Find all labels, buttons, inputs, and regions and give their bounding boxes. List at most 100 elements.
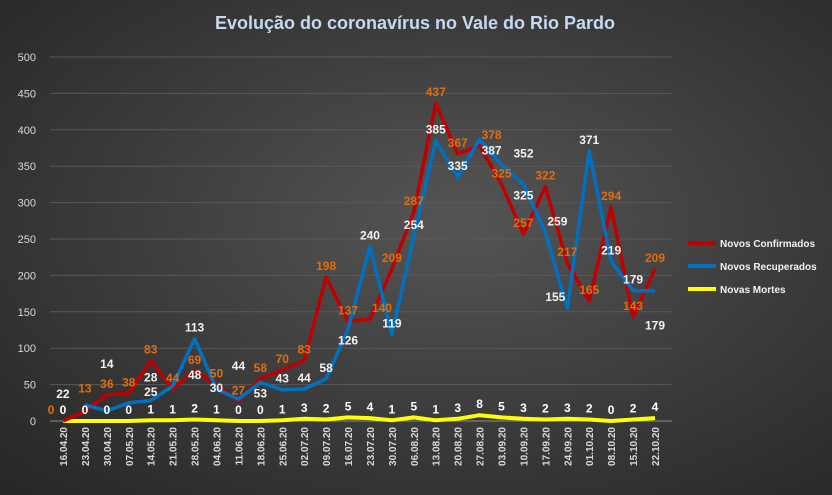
data-label: 143 bbox=[623, 299, 643, 313]
data-label: 322 bbox=[535, 169, 555, 183]
x-tick-label: 02.07.20 bbox=[300, 427, 311, 466]
data-label: 58 bbox=[254, 361, 268, 375]
legend-label: Novos Recuperados bbox=[720, 262, 817, 273]
data-label: 287 bbox=[404, 194, 424, 208]
x-tick-label: 01.10.20 bbox=[585, 427, 596, 466]
data-label: 44 bbox=[166, 371, 180, 385]
y-tick-label: 500 bbox=[18, 52, 36, 64]
data-label: 257 bbox=[513, 216, 533, 230]
data-label: 219 bbox=[601, 244, 621, 258]
data-label: 1 bbox=[169, 402, 176, 416]
x-tick-label: 30.07.20 bbox=[388, 427, 399, 466]
data-label: 209 bbox=[382, 251, 402, 265]
chart-title: Evolução do coronavírus no Vale do Rio P… bbox=[215, 13, 615, 33]
data-label: 3 bbox=[454, 401, 461, 415]
x-tick-label: 08.10.20 bbox=[607, 427, 618, 466]
y-tick-label: 250 bbox=[18, 234, 36, 246]
y-tick-label: 200 bbox=[18, 270, 36, 282]
data-label: 367 bbox=[448, 136, 468, 150]
x-tick-label: 18.06.20 bbox=[256, 427, 267, 466]
data-label: 2 bbox=[586, 402, 593, 416]
data-label: 385 bbox=[426, 123, 446, 137]
x-tick-label: 28.05.20 bbox=[191, 427, 202, 466]
data-label: 0 bbox=[82, 403, 89, 417]
data-label: 155 bbox=[545, 290, 565, 304]
data-label: 1 bbox=[279, 402, 286, 416]
data-label: 28 bbox=[144, 371, 158, 385]
y-tick-label: 0 bbox=[30, 416, 36, 428]
data-label: 140 bbox=[372, 301, 392, 315]
data-label: 5 bbox=[410, 399, 417, 413]
x-tick-label: 22.10.20 bbox=[651, 427, 662, 466]
x-tick-label: 27.08.20 bbox=[476, 427, 487, 466]
data-label: 0 bbox=[257, 403, 264, 417]
series-line-0 bbox=[62, 101, 657, 423]
series-lines bbox=[62, 101, 657, 423]
data-label: 44 bbox=[298, 371, 312, 385]
legend-label: Novos Confirmados bbox=[720, 239, 815, 250]
x-tick-label: 03.09.20 bbox=[498, 427, 509, 466]
data-label: 4 bbox=[367, 400, 374, 414]
x-tick-label: 13.08.20 bbox=[432, 427, 443, 466]
data-label: 137 bbox=[338, 303, 358, 317]
x-tick-label: 07.05.20 bbox=[125, 427, 136, 466]
data-label: 198 bbox=[316, 259, 336, 273]
data-label: 69 bbox=[188, 353, 202, 367]
x-tick-label: 23.04.20 bbox=[81, 427, 92, 466]
y-axis: 0 50 100 150 200 250 300 350 400 450 500 bbox=[18, 52, 36, 428]
data-label: 3 bbox=[564, 401, 571, 415]
series-line-2 bbox=[63, 413, 656, 423]
x-tick-label: 23.07.20 bbox=[366, 427, 377, 466]
data-label: 58 bbox=[319, 361, 333, 375]
data-label: 387 bbox=[482, 143, 502, 157]
data-label: 259 bbox=[547, 214, 567, 228]
x-tick-label: 24.09.20 bbox=[563, 427, 574, 466]
data-label: 83 bbox=[298, 343, 312, 357]
data-label: 4 bbox=[652, 400, 659, 414]
x-tick-label: 21.05.20 bbox=[169, 427, 180, 466]
x-tick-label: 09.07.20 bbox=[322, 427, 333, 466]
data-label: 43 bbox=[276, 372, 290, 386]
data-label: 36 bbox=[100, 377, 114, 391]
x-tick-label: 11.06.20 bbox=[234, 427, 245, 466]
x-tick-label: 10.09.20 bbox=[519, 427, 530, 466]
data-label: 70 bbox=[276, 352, 290, 366]
x-tick-label: 16.07.20 bbox=[344, 427, 355, 466]
data-label: 53 bbox=[254, 386, 268, 400]
x-tick-label: 06.08.20 bbox=[410, 427, 421, 466]
data-label: 325 bbox=[513, 188, 533, 202]
series-line-1 bbox=[84, 137, 655, 413]
data-label: 25 bbox=[144, 385, 158, 399]
data-label: 8 bbox=[476, 397, 483, 411]
data-label: 179 bbox=[645, 319, 665, 333]
data-label: 119 bbox=[382, 316, 402, 330]
x-tick-label: 17.09.20 bbox=[541, 427, 552, 466]
data-label: 2 bbox=[630, 402, 637, 416]
data-label: 3 bbox=[301, 401, 308, 415]
data-label: 50 bbox=[210, 367, 224, 381]
data-label: 325 bbox=[492, 166, 512, 180]
x-axis: 16.04.20 23.04.20 30.04.20 07.05.20 14.05.20… bbox=[59, 427, 662, 466]
data-label: 27 bbox=[232, 383, 246, 397]
data-label: 44 bbox=[232, 359, 246, 373]
data-label: 14 bbox=[100, 357, 114, 371]
data-label: 335 bbox=[448, 159, 468, 173]
x-tick-label: 20.08.20 bbox=[454, 427, 465, 466]
data-label: 209 bbox=[645, 251, 665, 265]
data-label: 371 bbox=[579, 133, 599, 147]
x-tick-label: 25.06.20 bbox=[278, 427, 289, 466]
x-tick-label: 04.06.20 bbox=[212, 427, 223, 466]
data-label: 2 bbox=[323, 402, 330, 416]
data-label: 217 bbox=[557, 245, 577, 259]
data-label: 0 bbox=[608, 403, 615, 417]
data-label: 437 bbox=[426, 85, 446, 99]
data-label: 165 bbox=[579, 283, 599, 297]
data-label: 0 bbox=[125, 403, 132, 417]
y-tick-label: 50 bbox=[24, 380, 36, 392]
y-tick-label: 150 bbox=[18, 307, 36, 319]
y-tick-label: 450 bbox=[18, 88, 36, 100]
data-label: 113 bbox=[185, 321, 205, 335]
data-label: 22 bbox=[56, 387, 70, 401]
data-label: 48 bbox=[188, 368, 202, 382]
data-label: 13 bbox=[78, 382, 92, 396]
